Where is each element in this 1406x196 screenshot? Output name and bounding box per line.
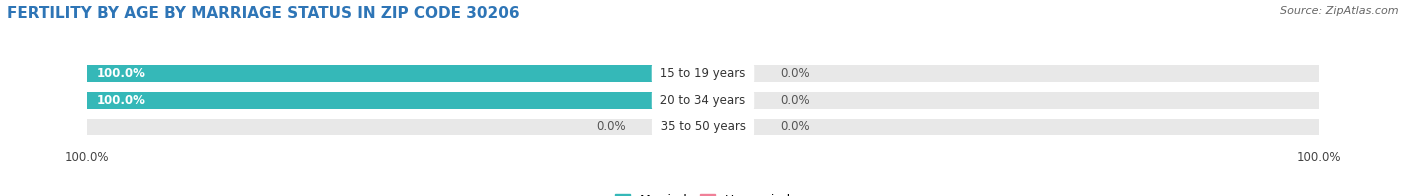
Bar bbox=[703, 65, 721, 82]
Bar bbox=[87, 92, 703, 109]
Text: 0.0%: 0.0% bbox=[780, 67, 810, 80]
Bar bbox=[703, 65, 1319, 82]
Bar bbox=[703, 92, 721, 109]
Bar bbox=[87, 65, 703, 82]
Text: 35 to 50 years: 35 to 50 years bbox=[657, 121, 749, 133]
Text: 0.0%: 0.0% bbox=[596, 121, 626, 133]
Text: 0.0%: 0.0% bbox=[780, 94, 810, 107]
Text: 20 to 34 years: 20 to 34 years bbox=[657, 94, 749, 107]
Text: 15 to 19 years: 15 to 19 years bbox=[657, 67, 749, 80]
Bar bbox=[703, 92, 1319, 109]
Bar bbox=[703, 119, 1319, 135]
Bar bbox=[87, 65, 703, 82]
Text: 0.0%: 0.0% bbox=[780, 121, 810, 133]
Text: 100.0%: 100.0% bbox=[96, 67, 145, 80]
Text: Source: ZipAtlas.com: Source: ZipAtlas.com bbox=[1281, 6, 1399, 16]
Bar bbox=[87, 92, 703, 109]
Bar bbox=[87, 119, 703, 135]
Text: 100.0%: 100.0% bbox=[96, 94, 145, 107]
Legend: Married, Unmarried: Married, Unmarried bbox=[614, 194, 792, 196]
Bar bbox=[685, 119, 703, 135]
Text: FERTILITY BY AGE BY MARRIAGE STATUS IN ZIP CODE 30206: FERTILITY BY AGE BY MARRIAGE STATUS IN Z… bbox=[7, 6, 520, 21]
Bar bbox=[703, 119, 721, 135]
